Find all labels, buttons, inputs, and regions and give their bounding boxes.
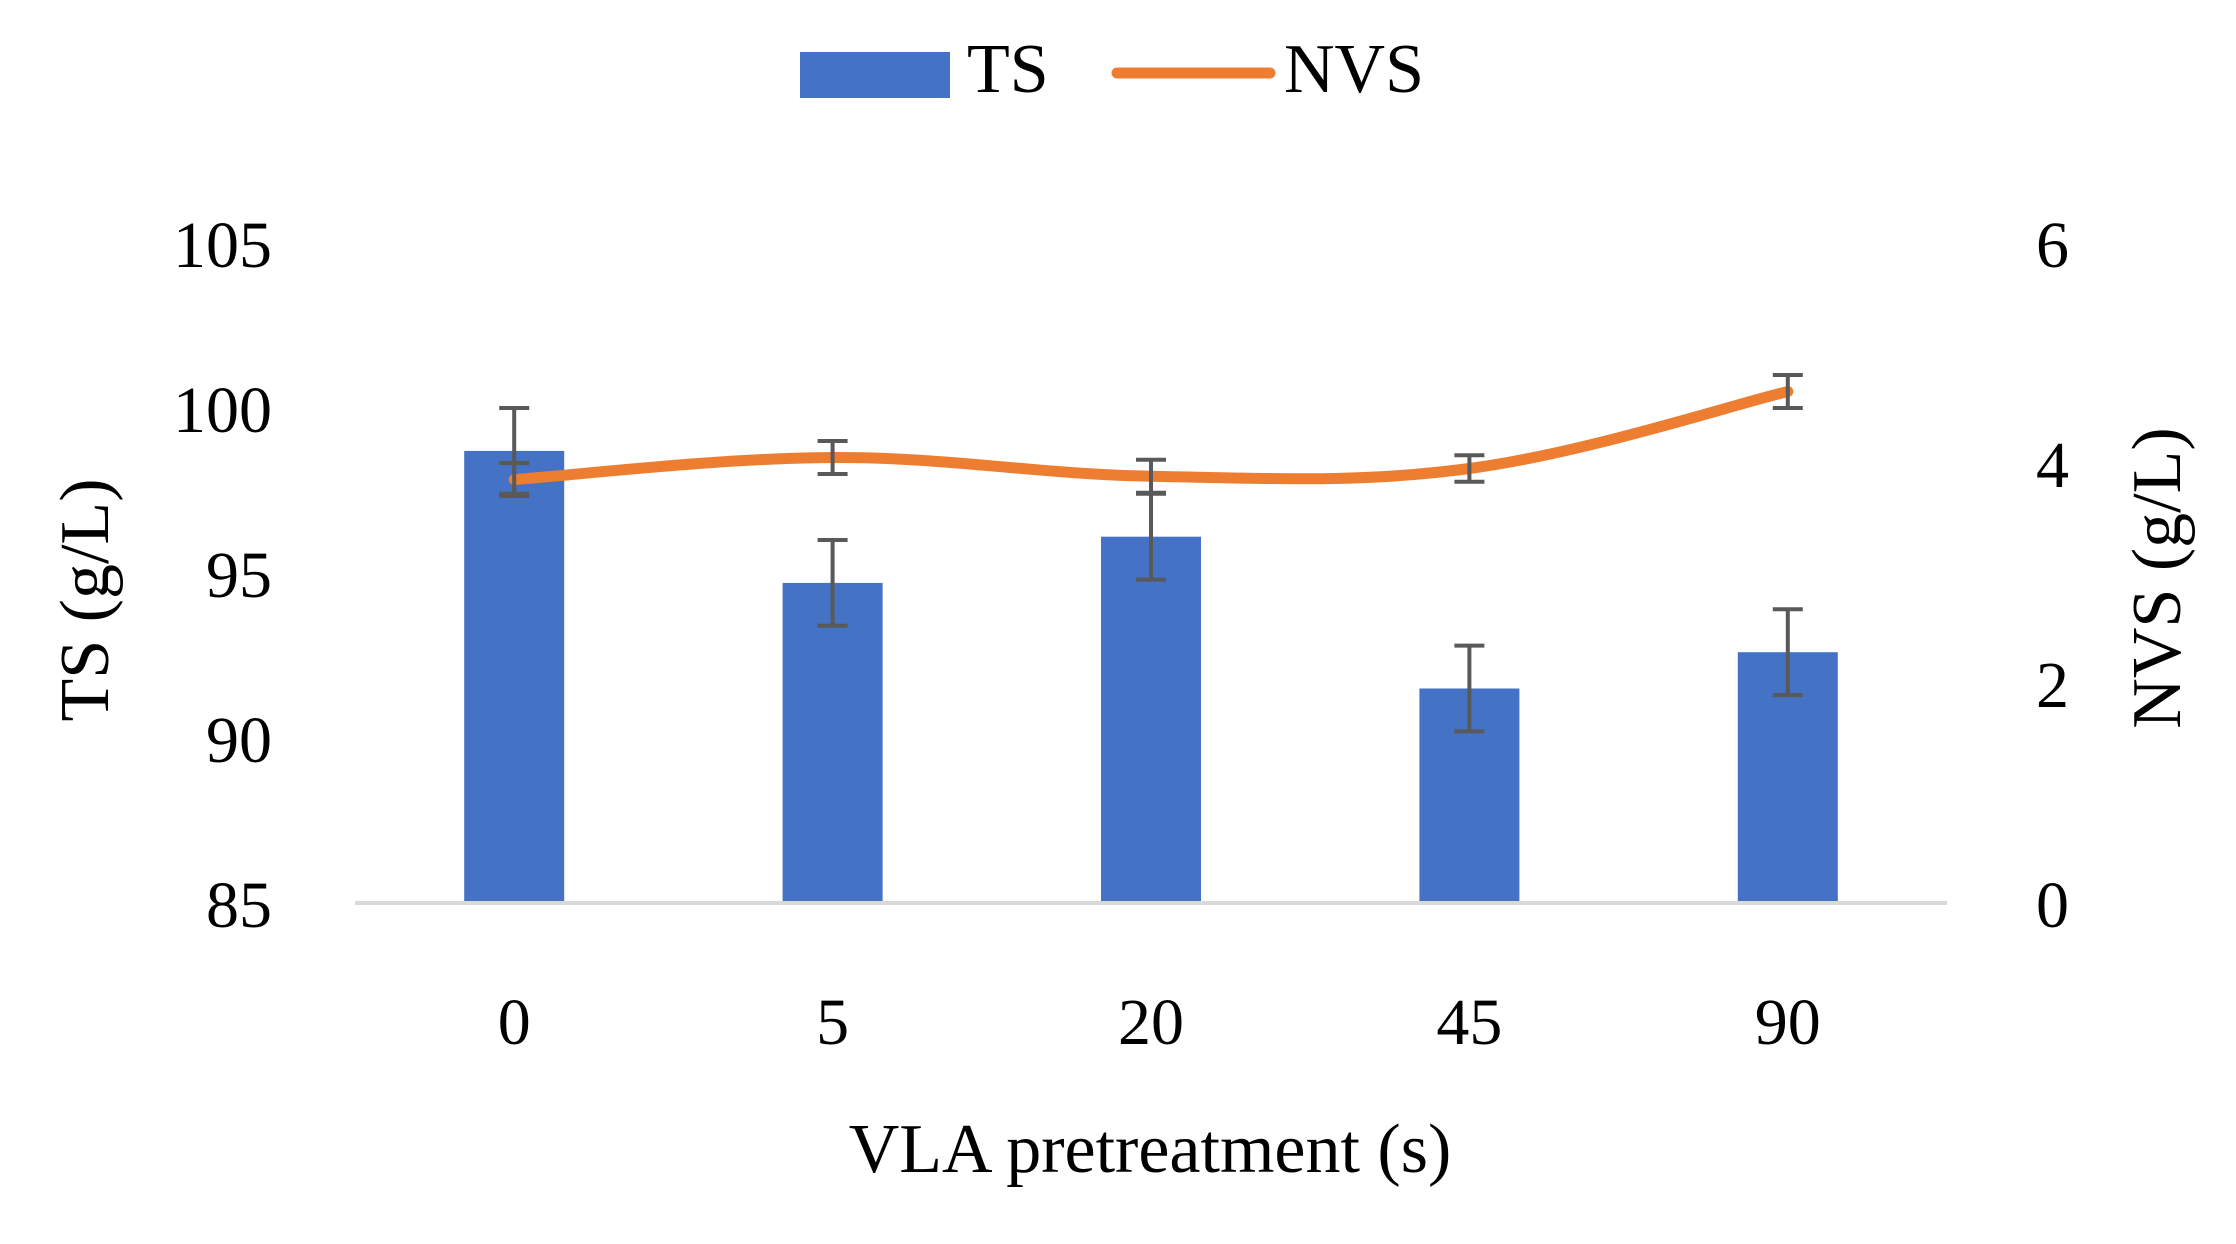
legend-nvs-label: NVS bbox=[1284, 31, 1424, 108]
ts-error-bar bbox=[1772, 607, 1803, 698]
y-left-tick-label: 105 bbox=[173, 209, 272, 282]
nvs-error-bar bbox=[1772, 373, 1803, 410]
legend-ts-swatch bbox=[800, 52, 950, 98]
x-tick-label: 20 bbox=[1118, 986, 1184, 1059]
y-right-tick-label: 6 bbox=[2036, 209, 2069, 282]
nvs-error-bar bbox=[1454, 453, 1485, 484]
x-axis-ticks: 0 5 20 45 90 bbox=[498, 986, 1821, 1059]
y-right-tick-label: 0 bbox=[2036, 869, 2069, 942]
x-tick-label: 90 bbox=[1755, 986, 1821, 1059]
ts-bar bbox=[464, 450, 565, 903]
x-tick-label: 0 bbox=[498, 986, 531, 1059]
y-left-tick-label: 95 bbox=[206, 539, 272, 612]
legend: TS NVS bbox=[800, 31, 1424, 108]
y-right-tick-label: 2 bbox=[2036, 649, 2069, 722]
nvs-error-bar bbox=[499, 461, 530, 498]
y-axis-left-title: TS (g/L) bbox=[47, 478, 124, 721]
y-left-tick-label: 100 bbox=[173, 374, 272, 447]
ts-error-bar bbox=[817, 538, 848, 628]
x-axis-title: VLA pretreatment (s) bbox=[849, 1111, 1452, 1188]
y-axis-right-ticks: 0 2 4 6 bbox=[2036, 209, 2069, 942]
nvs-error-bars bbox=[499, 373, 1803, 498]
nvs-error-bar bbox=[817, 439, 848, 476]
ts-error-bar bbox=[1454, 643, 1485, 734]
x-tick-label: 5 bbox=[816, 986, 849, 1059]
legend-ts-label: TS bbox=[967, 31, 1049, 108]
ts-bar bbox=[1101, 536, 1201, 903]
x-tick-label: 45 bbox=[1436, 986, 1502, 1059]
ts-bar bbox=[782, 582, 883, 903]
y-axis-left-ticks: 85 90 95 100 105 bbox=[173, 209, 272, 942]
y-right-tick-label: 4 bbox=[2036, 429, 2069, 502]
y-left-tick-label: 90 bbox=[206, 704, 272, 777]
nvs-error-bar bbox=[1136, 457, 1166, 495]
y-axis-right-title: NVS (g/L) bbox=[2119, 427, 2196, 728]
y-left-tick-label: 85 bbox=[206, 869, 272, 942]
